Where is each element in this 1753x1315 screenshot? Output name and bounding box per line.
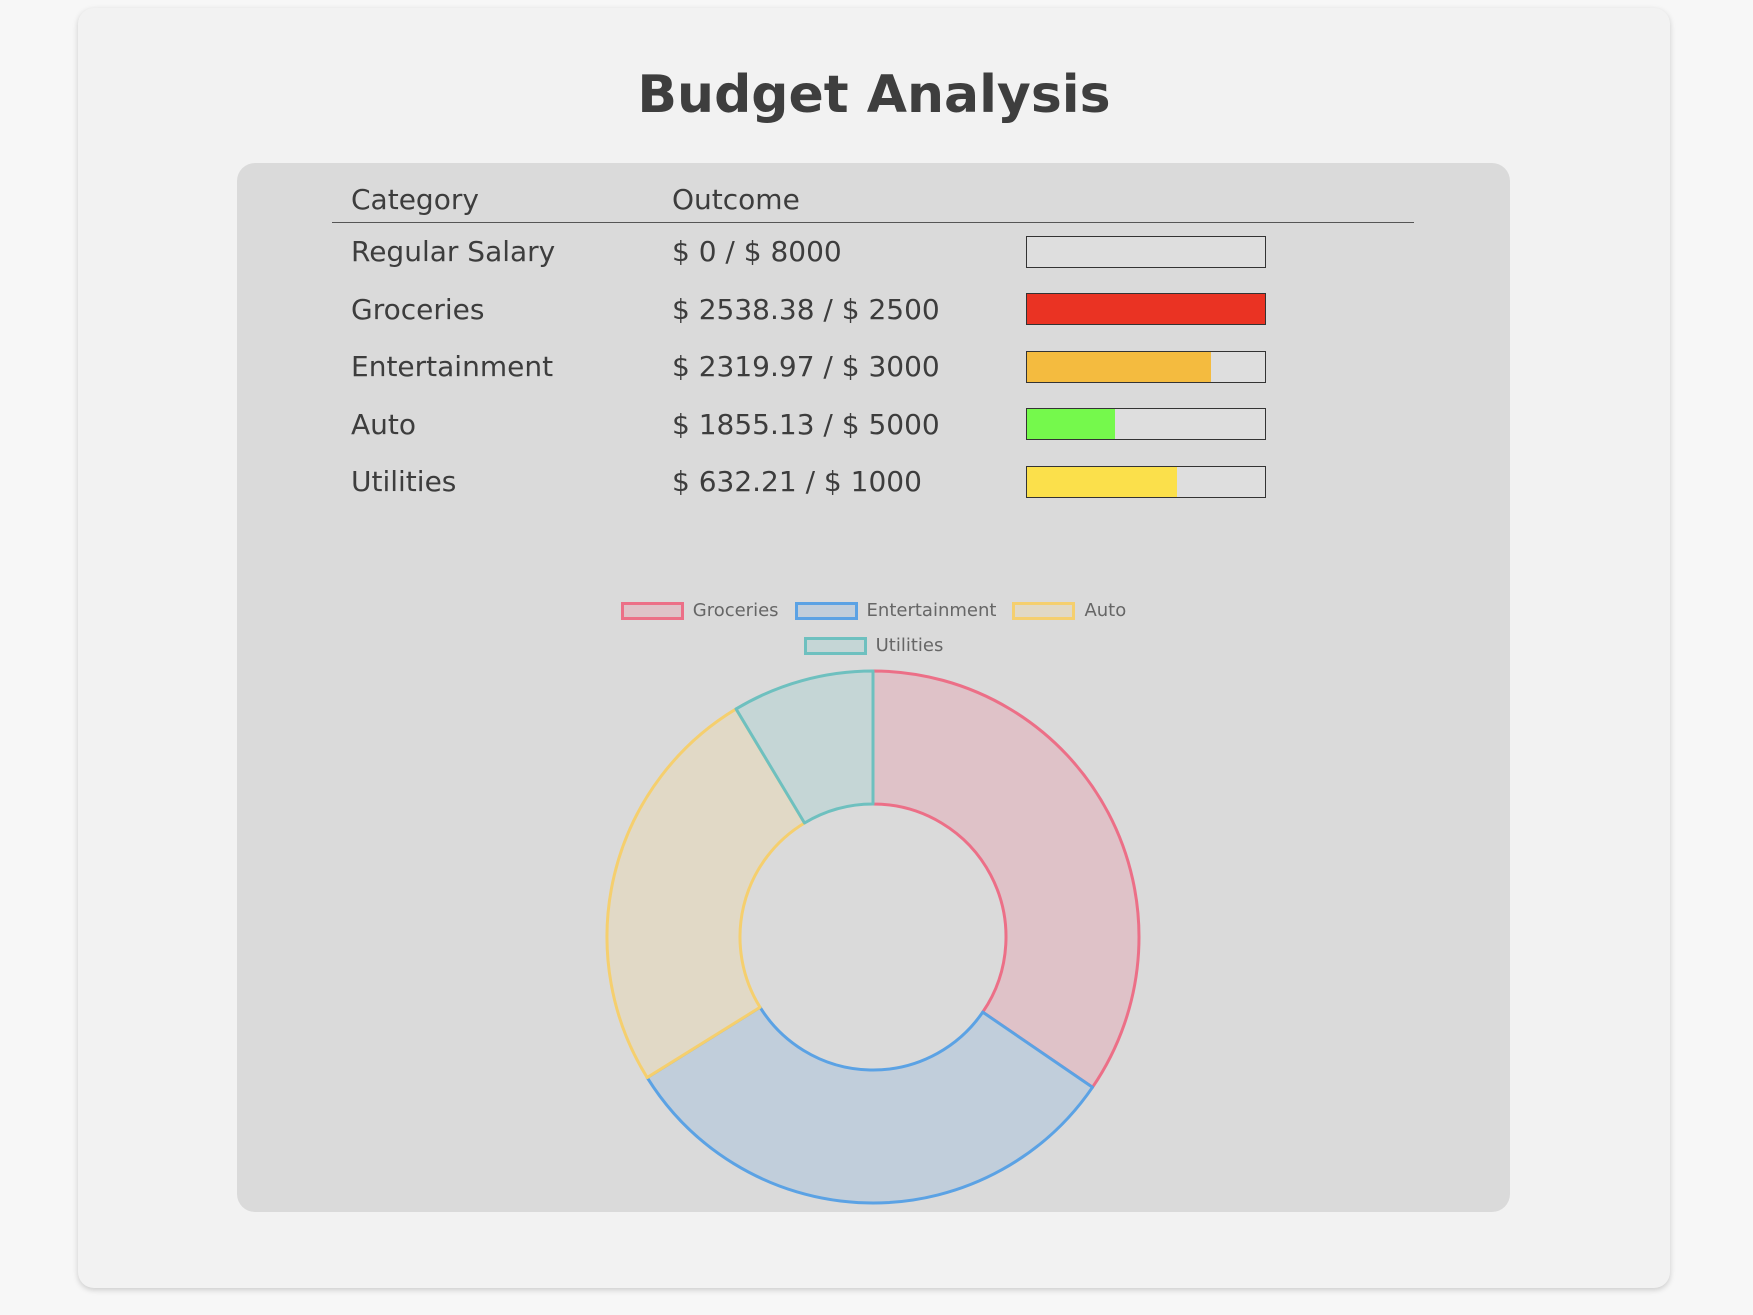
page-title: Budget Analysis [637,65,1111,125]
table-header-row: Category Outcome [332,176,1414,223]
category-cell: Groceries [351,292,485,326]
progress-bar [1026,465,1266,498]
table-row: Auto $ 1855.13 / $ 5000 [332,396,1414,454]
chart-legend: Groceries Entertainment Auto Utilities [237,593,1510,663]
progress-bar-fill [1027,466,1178,497]
category-cell: Regular Salary [351,235,556,269]
donut-slice-entertainment[interactable] [645,1005,1094,1205]
page-card: Budget Analysis Category Outcome Regular… [78,8,1670,1288]
legend-swatch [803,636,867,655]
table-row: Regular Salary $ 0 / $ 8000 [332,223,1414,281]
header-category: Category [332,176,653,223]
donut-slice-utilities[interactable] [734,669,875,825]
header-progress [1007,176,1414,223]
progress-cell [1007,396,1414,454]
outcome-cell: $ 632.21 / $ 1000 [672,465,922,499]
legend-item-groceries[interactable]: Groceries [620,600,779,621]
outcome-cell: $ 2538.38 / $ 2500 [672,292,940,326]
legend-label: Utilities [875,635,944,656]
progress-cell [1007,338,1414,396]
outcome-cell: $ 1855.13 / $ 5000 [672,407,940,441]
progress-bar [1026,350,1266,383]
progress-bar [1026,408,1266,441]
legend-swatch [1012,601,1076,620]
legend-swatch [620,601,684,620]
legend-swatch [794,601,858,620]
progress-cell [1007,223,1414,281]
table-row: Entertainment $ 2319.97 / $ 3000 [332,338,1414,396]
table-row: Utilities $ 632.21 / $ 1000 [332,453,1414,511]
legend-item-utilities[interactable]: Utilities [803,635,944,656]
legend-item-entertainment[interactable]: Entertainment [794,600,997,621]
category-cell: Utilities [351,465,457,499]
legend-item-auto[interactable]: Auto [1012,600,1126,621]
budget-table: Category Outcome Regular Salary $ 0 / $ 8… [332,176,1414,511]
progress-bar-fill [1027,351,1211,382]
outcome-cell: $ 0 / $ 8000 [672,235,842,269]
donut-slice-auto[interactable] [605,707,807,1080]
progress-cell [1007,281,1414,339]
category-cell: Auto [351,407,417,441]
header-outcome: Outcome [653,176,1007,223]
budget-panel: Category Outcome Regular Salary $ 0 / $ 8… [237,163,1510,1212]
donut-slice-groceries[interactable] [871,669,1141,1089]
progress-bar [1026,235,1266,268]
progress-cell [1007,453,1414,511]
progress-bar-fill [1027,409,1116,440]
legend-label: Auto [1084,600,1127,621]
legend-label: Groceries [692,600,779,621]
progress-bar-fill [1027,294,1265,325]
category-cell: Entertainment [351,350,554,384]
legend-label: Entertainment [866,600,997,621]
progress-bar [1026,293,1266,326]
table-row: Groceries $ 2538.38 / $ 2500 [332,281,1414,339]
outcome-cell: $ 2319.97 / $ 3000 [672,350,940,384]
donut-chart [605,669,1141,1205]
